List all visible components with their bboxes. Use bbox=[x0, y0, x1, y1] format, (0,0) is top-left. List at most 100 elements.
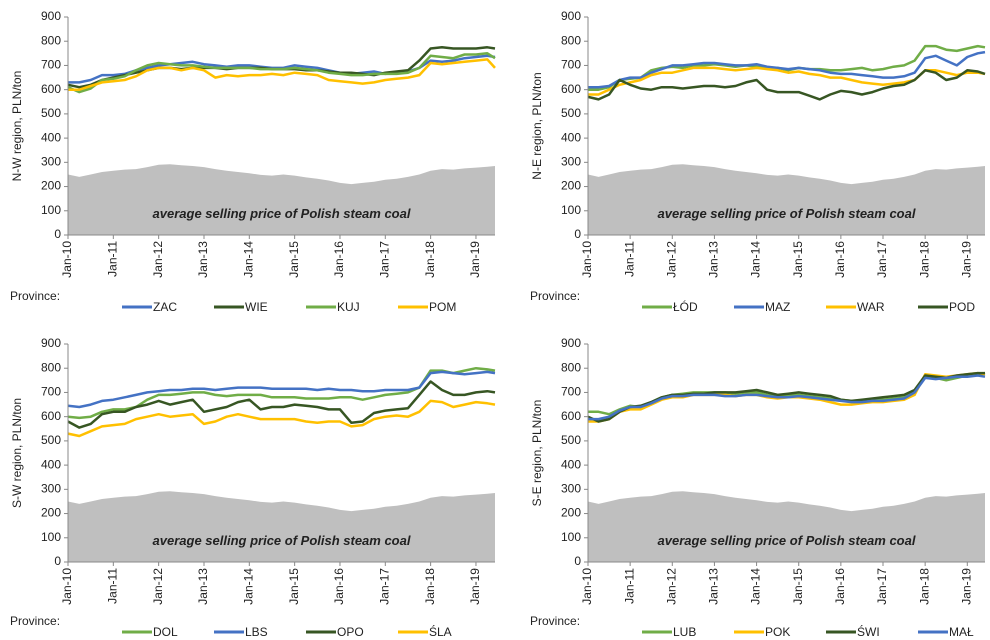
annotation: average selling price of Polish steam co… bbox=[658, 533, 916, 548]
area bbox=[588, 491, 985, 562]
x-tick-label: Jan-19 bbox=[959, 568, 973, 605]
y-tick-label: 900 bbox=[561, 336, 581, 350]
x-tick-label: Jan-17 bbox=[377, 241, 391, 278]
series-line bbox=[67, 370, 496, 409]
series-line bbox=[67, 399, 496, 438]
x-tick-label: Jan-11 bbox=[106, 241, 120, 277]
x-tick-label: Jan-11 bbox=[106, 568, 120, 604]
legend-label: DOL bbox=[153, 625, 178, 639]
y-axis-label: S-W region, PLN/ton bbox=[10, 398, 24, 508]
x-tick-label: Jan-12 bbox=[151, 568, 165, 605]
area bbox=[68, 491, 495, 562]
y-axis-label: N-E region, PLN/ton bbox=[530, 72, 544, 179]
y-tick-label: 800 bbox=[561, 33, 581, 47]
x-tick-label: Jan-13 bbox=[196, 241, 210, 278]
x-tick-label: Jan-16 bbox=[833, 241, 847, 278]
series-line bbox=[67, 52, 496, 94]
x-tick-label: Jan-19 bbox=[468, 241, 482, 278]
y-tick-label: 100 bbox=[41, 530, 61, 544]
x-tick-label: Jan-19 bbox=[468, 568, 482, 605]
y-tick-label: 400 bbox=[561, 457, 581, 471]
x-tick-label: Jan-10 bbox=[580, 241, 594, 278]
x-tick-label: Jan-10 bbox=[60, 241, 74, 278]
x-tick-label: Jan-14 bbox=[241, 568, 255, 605]
legend-label: ZAC bbox=[153, 300, 177, 314]
x-tick-label: Jan-14 bbox=[749, 241, 763, 278]
y-tick-label: 500 bbox=[41, 433, 61, 447]
x-tick-label: Jan-16 bbox=[332, 568, 346, 605]
y-tick-label: 400 bbox=[561, 130, 581, 144]
series-line bbox=[67, 366, 496, 420]
legend-label: LUB bbox=[673, 625, 696, 639]
y-tick-label: 0 bbox=[54, 554, 61, 568]
y-tick-label: 500 bbox=[561, 106, 581, 120]
legend-label: POK bbox=[765, 625, 790, 639]
x-tick-label: Jan-17 bbox=[875, 241, 889, 278]
y-tick-label: 900 bbox=[41, 9, 61, 23]
y-tick-label: 200 bbox=[561, 506, 581, 520]
x-tick-label: Jan-13 bbox=[196, 568, 210, 605]
y-tick-label: 800 bbox=[561, 360, 581, 374]
x-tick-label: Jan-15 bbox=[791, 241, 805, 278]
x-tick-label: Jan-17 bbox=[377, 568, 391, 605]
x-tick-label: Jan-13 bbox=[707, 241, 721, 278]
legend-label: WIE bbox=[245, 300, 268, 314]
x-tick-label: Jan-10 bbox=[60, 568, 74, 605]
legend-label: POM bbox=[429, 300, 456, 314]
y-tick-label: 600 bbox=[41, 409, 61, 423]
x-tick-label: Jan-15 bbox=[287, 241, 301, 278]
y-tick-label: 700 bbox=[561, 385, 581, 399]
x-tick-label: Jan-14 bbox=[241, 241, 255, 278]
x-tick-label: Jan-13 bbox=[707, 568, 721, 605]
y-tick-label: 400 bbox=[41, 130, 61, 144]
series-line bbox=[68, 58, 496, 91]
legend-label: ŁÓD bbox=[673, 299, 698, 314]
legend-label: ŚWI bbox=[857, 624, 880, 639]
x-tick-label: Jan-16 bbox=[833, 568, 847, 605]
y-tick-label: 100 bbox=[561, 530, 581, 544]
y-tick-label: 300 bbox=[561, 482, 581, 496]
series-line bbox=[587, 69, 986, 101]
y-tick-label: 200 bbox=[41, 506, 61, 520]
y-tick-label: 300 bbox=[561, 155, 581, 169]
y-tick-label: 200 bbox=[41, 179, 61, 193]
legend-label: MAŁ bbox=[949, 625, 974, 639]
y-tick-label: 500 bbox=[561, 433, 581, 447]
y-axis-label: S-E region, PLN/ton bbox=[530, 400, 544, 507]
x-tick-label: Jan-18 bbox=[917, 568, 931, 605]
x-tick-label: Jan-11 bbox=[622, 241, 636, 277]
legend-title: Province: bbox=[530, 289, 580, 303]
y-axis-label: N-W region, PLN/ton bbox=[10, 71, 24, 182]
annotation: average selling price of Polish steam co… bbox=[153, 206, 411, 221]
x-tick-label: Jan-11 bbox=[622, 568, 636, 604]
legend-label: LBS bbox=[245, 625, 268, 639]
y-tick-label: 600 bbox=[561, 409, 581, 423]
y-tick-label: 900 bbox=[561, 9, 581, 23]
x-tick-label: Jan-18 bbox=[423, 241, 437, 278]
legend-label: WAR bbox=[857, 300, 885, 314]
y-tick-label: 700 bbox=[41, 58, 61, 72]
legend-label: KUJ bbox=[337, 300, 360, 314]
x-tick-label: Jan-18 bbox=[423, 568, 437, 605]
series-line bbox=[588, 50, 986, 89]
y-tick-label: 600 bbox=[561, 82, 581, 96]
annotation: average selling price of Polish steam co… bbox=[658, 206, 916, 221]
y-tick-label: 100 bbox=[561, 203, 581, 217]
y-tick-label: 300 bbox=[41, 155, 61, 169]
x-tick-label: Jan-19 bbox=[959, 241, 973, 278]
y-tick-label: 100 bbox=[41, 203, 61, 217]
x-tick-label: Jan-12 bbox=[664, 241, 678, 278]
area bbox=[68, 164, 495, 235]
legend-title: Province: bbox=[10, 289, 60, 303]
x-tick-label: Jan-18 bbox=[917, 241, 931, 278]
x-tick-label: Jan-15 bbox=[791, 568, 805, 605]
y-tick-label: 700 bbox=[41, 385, 61, 399]
y-tick-label: 900 bbox=[41, 336, 61, 350]
x-tick-label: Jan-15 bbox=[287, 568, 301, 605]
y-tick-label: 600 bbox=[41, 82, 61, 96]
legend-label: ŚLA bbox=[429, 624, 452, 639]
y-tick-label: 300 bbox=[41, 482, 61, 496]
y-tick-label: 700 bbox=[561, 58, 581, 72]
area bbox=[588, 164, 985, 235]
